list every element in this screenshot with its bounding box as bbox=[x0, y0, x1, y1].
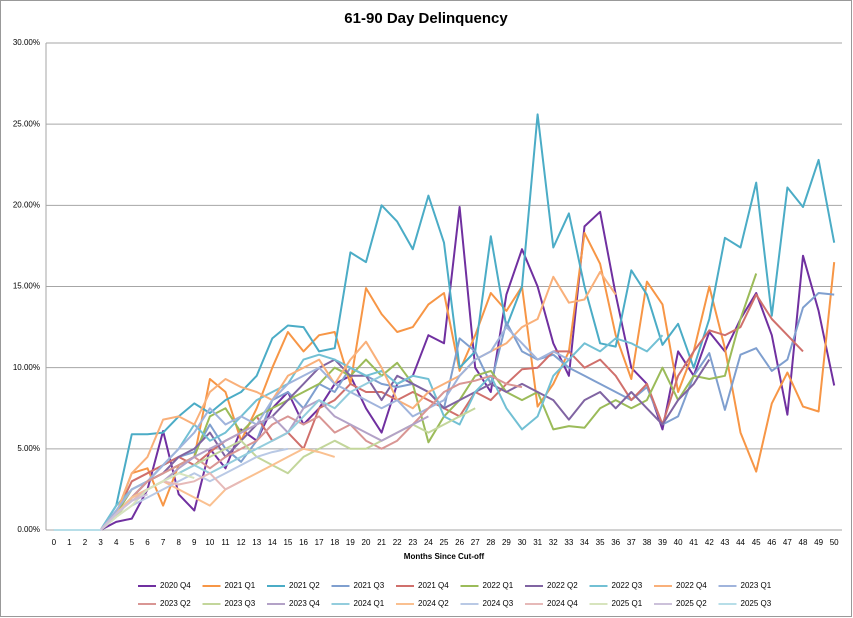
x-tick-label: 15 bbox=[283, 538, 292, 547]
x-tick-label: 5 bbox=[130, 538, 135, 547]
x-tick-label: 23 bbox=[408, 538, 417, 547]
x-tick-label: 24 bbox=[424, 538, 433, 547]
x-tick-label: 1 bbox=[67, 538, 72, 547]
x-tick-label: 50 bbox=[830, 538, 839, 547]
legend-label: 2023 Q3 bbox=[225, 599, 256, 608]
x-tick-label: 19 bbox=[346, 538, 355, 547]
legend-label: 2022 Q1 bbox=[483, 581, 514, 590]
x-tick-label: 36 bbox=[611, 538, 620, 547]
legend-label: 2022 Q4 bbox=[676, 581, 707, 590]
x-tick-label: 34 bbox=[580, 538, 589, 547]
y-tick-label: 10.00% bbox=[13, 363, 40, 372]
x-tick-label: 32 bbox=[549, 538, 558, 547]
x-tick-label: 44 bbox=[736, 538, 745, 547]
x-tick-label: 6 bbox=[145, 538, 150, 547]
x-tick-label: 11 bbox=[221, 538, 230, 547]
x-tick-label: 28 bbox=[486, 538, 495, 547]
legend-label: 2025 Q3 bbox=[741, 599, 772, 608]
x-tick-label: 27 bbox=[471, 538, 480, 547]
x-tick-label: 41 bbox=[689, 538, 698, 547]
legend-label: 2023 Q2 bbox=[160, 599, 191, 608]
x-tick-label: 4 bbox=[114, 538, 119, 547]
x-tick-label: 42 bbox=[705, 538, 714, 547]
x-tick-label: 13 bbox=[252, 538, 261, 547]
x-tick-label: 20 bbox=[362, 538, 371, 547]
x-tick-label: 39 bbox=[658, 538, 667, 547]
x-tick-label: 45 bbox=[752, 538, 761, 547]
legend-label: 2024 Q4 bbox=[547, 599, 578, 608]
x-tick-label: 17 bbox=[315, 538, 324, 547]
legend-label: 2023 Q4 bbox=[289, 599, 320, 608]
chart-title: 61-90 Day Delinquency bbox=[344, 10, 508, 27]
x-tick-label: 43 bbox=[720, 538, 729, 547]
x-tick-label: 46 bbox=[767, 538, 776, 547]
y-tick-label: 20.00% bbox=[13, 200, 40, 209]
y-tick-label: 25.00% bbox=[13, 119, 40, 128]
series-line bbox=[53, 326, 570, 531]
series-line bbox=[53, 113, 836, 531]
legend-label: 2024 Q3 bbox=[483, 599, 514, 608]
x-tick-label: 22 bbox=[393, 538, 402, 547]
legend-label: 2023 Q1 bbox=[741, 581, 772, 590]
x-tick-label: 38 bbox=[642, 538, 651, 547]
legend-label: 2021 Q3 bbox=[354, 581, 385, 590]
y-tick-label: 30.00% bbox=[13, 38, 40, 47]
x-tick-label: 47 bbox=[783, 538, 792, 547]
x-tick-label: 3 bbox=[98, 538, 103, 547]
legend-label: 2020 Q4 bbox=[160, 581, 191, 590]
x-axis-title: Months Since Cut-off bbox=[404, 552, 485, 561]
x-tick-label: 0 bbox=[52, 538, 57, 547]
x-tick-label: 40 bbox=[674, 538, 683, 547]
x-tick-label: 16 bbox=[299, 538, 308, 547]
y-tick-label: 5.00% bbox=[17, 444, 40, 453]
legend-label: 2024 Q1 bbox=[354, 599, 385, 608]
legend-label: 2025 Q2 bbox=[676, 599, 707, 608]
x-tick-label: 31 bbox=[533, 538, 542, 547]
x-tick-label: 9 bbox=[192, 538, 197, 547]
legend-label: 2022 Q3 bbox=[612, 581, 643, 590]
x-tick-label: 35 bbox=[596, 538, 605, 547]
x-tick-label: 10 bbox=[205, 538, 214, 547]
series-line bbox=[53, 206, 836, 531]
legend-label: 2021 Q2 bbox=[289, 581, 320, 590]
x-tick-label: 25 bbox=[440, 538, 449, 547]
x-tick-label: 18 bbox=[330, 538, 339, 547]
x-tick-label: 12 bbox=[237, 538, 246, 547]
y-tick-label: 15.00% bbox=[13, 282, 40, 291]
x-tick-label: 37 bbox=[627, 538, 636, 547]
x-tick-label: 7 bbox=[161, 538, 166, 547]
x-tick-label: 49 bbox=[814, 538, 823, 547]
legend-label: 2021 Q1 bbox=[225, 581, 256, 590]
x-tick-label: 48 bbox=[799, 538, 808, 547]
x-tick-label: 30 bbox=[518, 538, 527, 547]
legend-label: 2021 Q4 bbox=[418, 581, 449, 590]
y-tick-label: 0.00% bbox=[17, 525, 40, 534]
x-tick-label: 33 bbox=[564, 538, 573, 547]
legend-label: 2022 Q2 bbox=[547, 581, 578, 590]
x-tick-label: 29 bbox=[502, 538, 511, 547]
x-tick-label: 2 bbox=[83, 538, 88, 547]
legend-label: 2024 Q2 bbox=[418, 599, 449, 608]
legend-label: 2025 Q1 bbox=[612, 599, 643, 608]
x-tick-label: 26 bbox=[455, 538, 464, 547]
x-tick-label: 21 bbox=[377, 538, 386, 547]
x-tick-label: 8 bbox=[176, 538, 181, 547]
x-tick-label: 14 bbox=[268, 538, 277, 547]
